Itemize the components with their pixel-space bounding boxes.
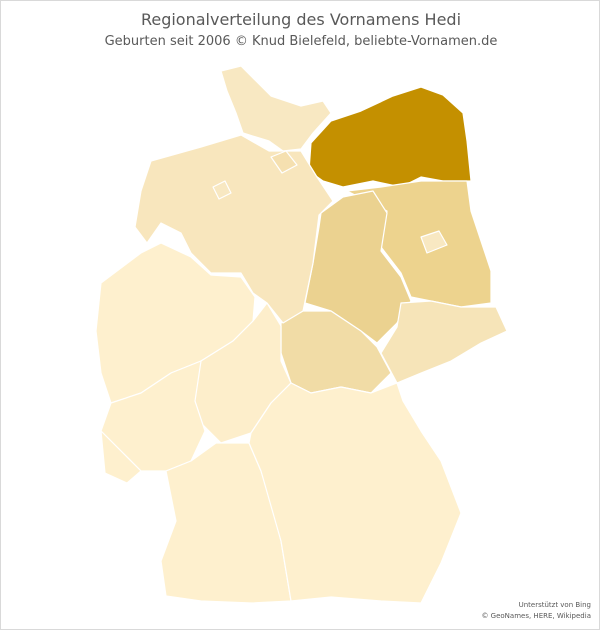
state-schleswig-holstein: Schleswig-Holstein xyxy=(220,65,332,152)
state-hamburg: Hamburg xyxy=(270,150,298,174)
map-subtitle: Geburten seit 2006 © Knud Bielefeld, bel… xyxy=(104,34,498,49)
state-bremen: Bremen xyxy=(212,180,232,200)
state-mecklenburg-vorpommern: Mecklenburg-Vorpommern xyxy=(308,86,472,188)
state-berlin: Berlin xyxy=(420,230,448,254)
attribution-bing: Unterstützt von Bing xyxy=(518,601,591,609)
state-sachsen: Sachsen xyxy=(380,300,508,384)
map-title: Regionalverteilung des Vornamens Hedi xyxy=(140,10,462,29)
state-saarland: Saarland xyxy=(100,430,142,484)
state-bayern: Bayern xyxy=(248,382,462,604)
attribution-sources: © GeoNames, HERE, Wikipedia xyxy=(481,612,591,620)
state-brandenburg: Brandenburg xyxy=(346,180,492,308)
